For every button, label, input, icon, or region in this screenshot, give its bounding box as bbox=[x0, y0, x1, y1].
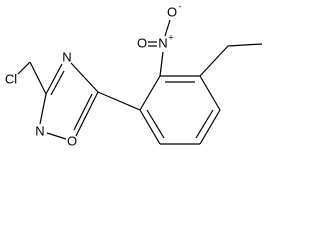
atom-label: Cl bbox=[5, 71, 17, 86]
bond bbox=[75, 91, 99, 137]
bond bbox=[45, 63, 63, 95]
atom-label: N bbox=[158, 35, 167, 50]
bond bbox=[17, 61, 31, 75]
atom-label: N bbox=[35, 123, 44, 138]
atom-label: O bbox=[137, 35, 147, 50]
bond bbox=[195, 109, 214, 139]
bond bbox=[139, 75, 161, 111]
atom-label: O bbox=[67, 133, 77, 148]
bond bbox=[146, 109, 165, 139]
bond bbox=[97, 91, 141, 111]
bond bbox=[159, 51, 164, 77]
bond bbox=[164, 19, 171, 37]
charge-label: + bbox=[168, 32, 173, 42]
bond bbox=[29, 61, 47, 95]
atom-label: N bbox=[62, 49, 71, 64]
bond bbox=[139, 109, 161, 145]
bond bbox=[227, 43, 263, 47]
bond bbox=[199, 109, 221, 145]
bond bbox=[46, 132, 67, 140]
charge-label: - bbox=[179, 1, 182, 11]
bond bbox=[73, 93, 93, 131]
bond bbox=[50, 70, 65, 96]
bonds bbox=[17, 19, 263, 145]
bond bbox=[199, 75, 221, 111]
bond bbox=[199, 45, 229, 77]
bond bbox=[39, 93, 47, 125]
bond bbox=[70, 62, 99, 93]
atom-label: O bbox=[167, 4, 177, 19]
molecule-diagram: Cl N N O N + O O - bbox=[5, 1, 263, 148]
